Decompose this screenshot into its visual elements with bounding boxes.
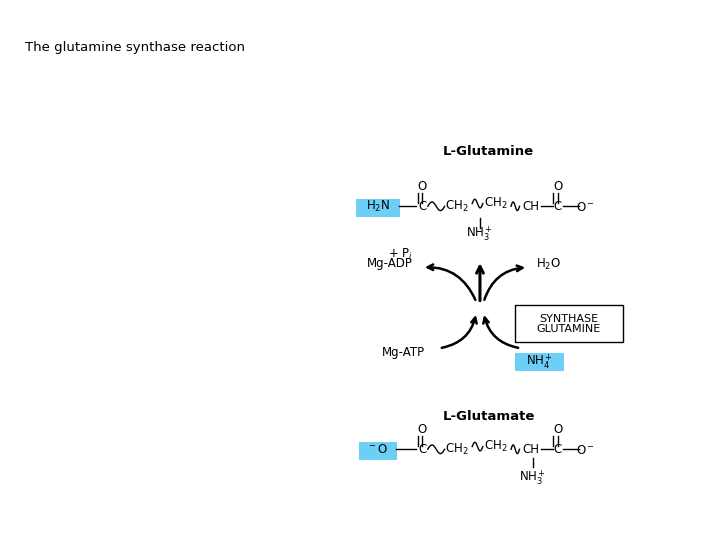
Text: CH: CH: [522, 200, 539, 213]
Text: H$_2$O: H$_2$O: [536, 257, 562, 272]
Text: L-Glutamate: L-Glutamate: [442, 410, 535, 423]
FancyBboxPatch shape: [359, 442, 397, 460]
Text: O: O: [553, 423, 562, 436]
Text: NH$_3^+$: NH$_3^+$: [467, 224, 493, 242]
Text: C: C: [418, 443, 426, 456]
Text: O: O: [418, 180, 427, 193]
FancyBboxPatch shape: [516, 353, 564, 371]
Text: C: C: [554, 443, 562, 456]
Text: O: O: [418, 423, 427, 436]
Text: CH$_2$: CH$_2$: [484, 196, 508, 211]
Text: + P$_i$: + P$_i$: [388, 247, 413, 262]
Text: CH$_2$: CH$_2$: [445, 442, 469, 457]
Text: O$^-$: O$^-$: [576, 444, 595, 457]
Text: The glutamine synthase reaction: The glutamine synthase reaction: [25, 41, 246, 54]
Text: NH$_3^+$: NH$_3^+$: [519, 469, 546, 487]
Text: GLUTAMINE: GLUTAMINE: [537, 325, 601, 334]
Text: CH: CH: [522, 443, 539, 456]
Text: CH$_2$: CH$_2$: [445, 199, 469, 214]
FancyBboxPatch shape: [356, 199, 400, 217]
Text: O$^-$: O$^-$: [576, 201, 595, 214]
Text: C: C: [554, 200, 562, 213]
Text: CH$_2$: CH$_2$: [484, 439, 508, 454]
Text: NH$_4^+$: NH$_4^+$: [526, 353, 553, 371]
Text: C: C: [418, 200, 426, 213]
Text: H$_2$N: H$_2$N: [366, 199, 390, 214]
Text: SYNTHASE: SYNTHASE: [539, 314, 598, 323]
Text: L-Glutamine: L-Glutamine: [443, 145, 534, 158]
Text: $^-$O: $^-$O: [367, 443, 388, 456]
FancyBboxPatch shape: [515, 305, 624, 342]
Text: Mg-ADP: Mg-ADP: [367, 257, 413, 270]
Text: O: O: [553, 180, 562, 193]
Text: Mg-ATP: Mg-ATP: [382, 346, 425, 359]
